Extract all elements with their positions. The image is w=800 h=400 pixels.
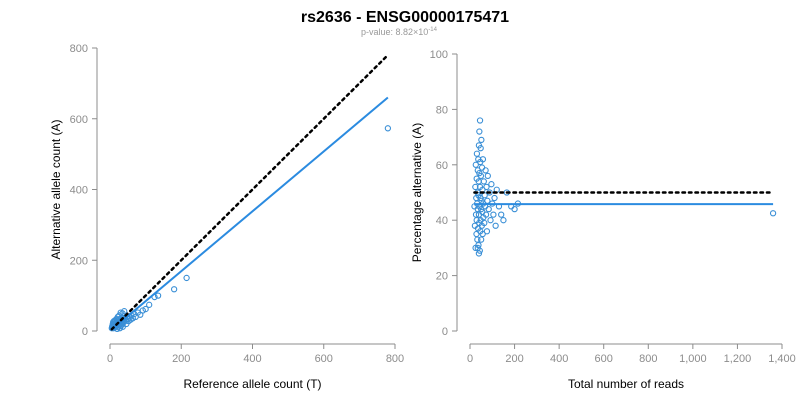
panel2-x-tick-label: 0 (467, 353, 473, 365)
panel2-data-point (477, 145, 484, 152)
panel1-data-point (114, 313, 121, 320)
panel2-data-point (769, 210, 777, 217)
panel2-data-point (485, 205, 492, 213)
panel2-y-tick-label: 20 (436, 271, 448, 283)
panel2-data-point (487, 217, 494, 224)
panel2-y-tick-label: 80 (436, 104, 448, 116)
panel2-data-point (492, 222, 499, 229)
panel2-y-tick-label: 0 (442, 326, 448, 338)
panel2-data-point (477, 172, 485, 180)
panel1-x-axis-title: Reference allele count (T) (183, 377, 321, 391)
panel2-data-point (473, 150, 481, 157)
panel2-data-point (484, 197, 491, 204)
panel2-data-point (476, 117, 484, 124)
panel2-data-point (488, 181, 495, 188)
panel2-x-tick-label: 1,400 (768, 353, 796, 365)
panel2-x-tick-label: 800 (639, 353, 657, 365)
panel1-data-point (119, 323, 126, 330)
panel1-y-axis-title: Alternative allele count (A) (49, 119, 63, 259)
panel2-y-axis-title: Percentage alternative (A) (410, 123, 424, 262)
panel2-data-point (482, 167, 489, 174)
panel2-data-point (484, 172, 491, 180)
p-value-exponent: -14 (428, 27, 437, 33)
panel1-x-tick-label: 800 (386, 353, 404, 365)
panel1-data-point (142, 305, 149, 313)
panel2-y-tick-label: 40 (436, 215, 448, 227)
panel2-data-point (498, 211, 505, 218)
panel2-data-point (511, 205, 518, 213)
panel1-data-point (146, 301, 153, 308)
panel2-data-point (490, 211, 497, 218)
panel1-y-tick-label: 800 (70, 43, 88, 55)
panel2-x-tick-label: 600 (595, 353, 613, 365)
panel2-y-tick-label: 100 (430, 49, 448, 61)
panel2-chart: 0 200 400 600 800 1,000 1,200 1,400 0 20 40 60 80 100… (410, 49, 796, 391)
panel2-data-point (478, 136, 485, 144)
panel2-data-point (483, 228, 491, 235)
panel2-data-point (480, 178, 487, 185)
panel1-data-point (170, 286, 178, 293)
panel2-data-point (477, 236, 485, 243)
figure-title: rs2636 - ENSG00000175471 (301, 9, 509, 26)
panel1-x-tick-label: 0 (107, 353, 113, 365)
panel2-x-tick-label: 200 (505, 353, 523, 365)
panel2-data-point (476, 128, 483, 135)
panel2-x-axis-title: Total number of reads (568, 377, 684, 391)
panel1-data-point (154, 292, 162, 299)
panel1-y-tick-label: 400 (70, 185, 88, 197)
panel2-x-tick-label: 1,200 (724, 353, 752, 365)
panel2-x-tick-label: 400 (550, 353, 568, 365)
panel1-x-tick-label: 200 (172, 353, 190, 365)
panel2-x-tick-label: 1,000 (679, 353, 707, 365)
panel2-data-point (481, 219, 488, 227)
p-value-label: p-value: 8.82×10-14 (361, 27, 438, 37)
p-value-text: p-value: 8.82×10 (361, 27, 428, 37)
panel2-data-point (483, 183, 490, 191)
panel2-data-point (472, 161, 479, 168)
panel1-chart: 0 200 400 600 800 0 200 400 600 800 Reference alle… (49, 43, 404, 391)
panel2-y-tick-label: 60 (436, 160, 448, 172)
panel2-data-point (500, 217, 507, 224)
panel2-data-point (491, 194, 498, 202)
panel2-data-point (474, 244, 481, 252)
panel2-data-point (475, 241, 482, 249)
panel2-data-point (479, 156, 487, 163)
panel1-x-tick-label: 600 (315, 353, 333, 365)
panel1-data-point (121, 308, 128, 315)
panel2-data-point (478, 164, 486, 171)
panel1-reference-line (110, 53, 390, 331)
panel1-data-point (183, 274, 190, 282)
panel2-data-point (482, 211, 490, 218)
panel1-y-tick-label: 0 (82, 326, 88, 338)
panel2-data-point (479, 230, 486, 238)
panel1-y-tick-label: 600 (70, 114, 88, 126)
panel1-y-tick-label: 200 (70, 255, 88, 267)
panel1-fit-line (111, 96, 389, 331)
panel1-x-tick-label: 400 (243, 353, 261, 365)
panel2-data-point (481, 192, 488, 199)
panel1-data-point (384, 125, 392, 132)
